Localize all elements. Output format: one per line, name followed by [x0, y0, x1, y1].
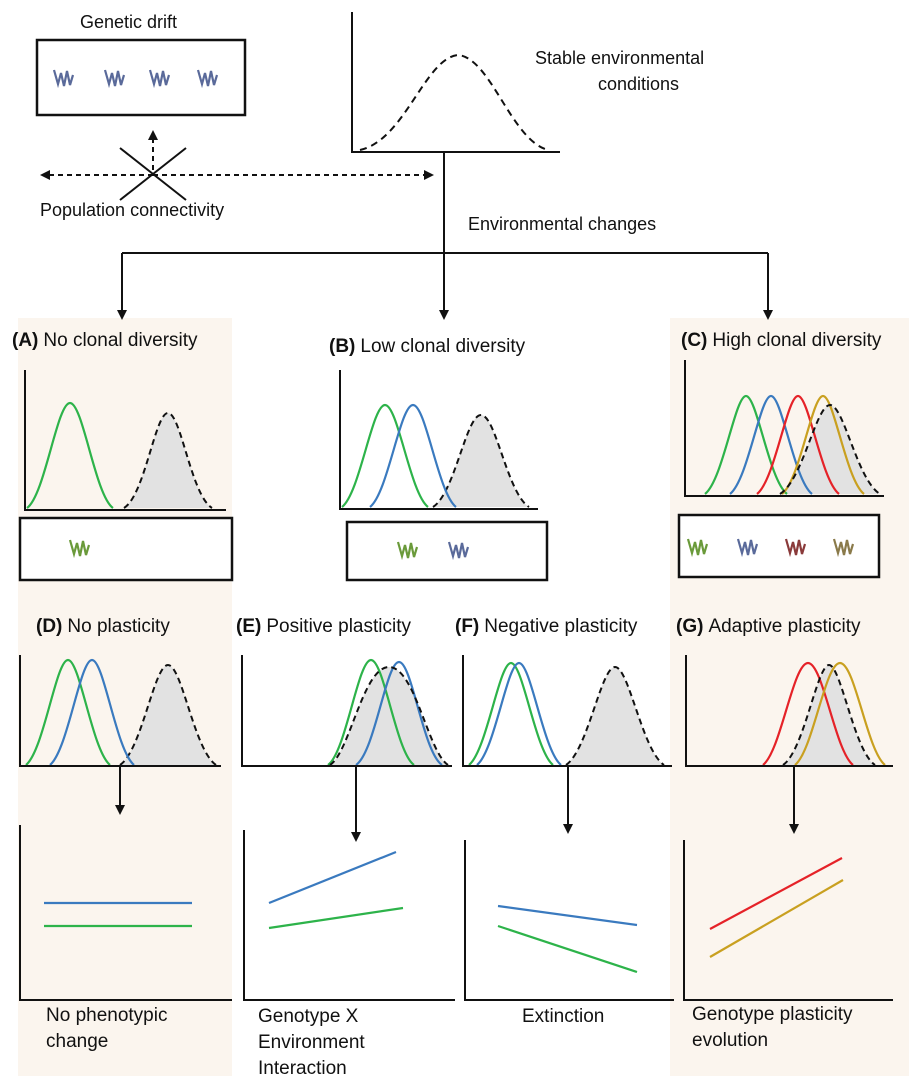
panel-b-clone-box: [345, 520, 549, 582]
seagrass-clone-icon: [196, 68, 219, 88]
panel-g-caption-2: evolution: [692, 1030, 769, 1051]
panel-c-title: (C) High clonal diversity: [681, 330, 882, 351]
population-connectivity-label: Population connectivity: [40, 200, 225, 220]
panel-d-caption-1: No phenotypic: [46, 1005, 168, 1026]
seagrass-clone-icon: [103, 68, 126, 88]
panel-g-plot: [685, 655, 893, 767]
seagrass-clone-icon: [52, 68, 75, 88]
panel-e-caption-3: Interaction: [258, 1058, 347, 1079]
panel-b-title: (B) Low clonal diversity: [329, 336, 526, 357]
panel-g-title: (G) Adaptive plasticity: [676, 616, 861, 637]
panel-f-caption-1: Extinction: [522, 1006, 605, 1027]
panel-e-caption-2: Environment: [258, 1032, 365, 1053]
panel-f-reaction-norm: [464, 840, 674, 1001]
panel-a-plot: [24, 370, 226, 511]
panel-a-clone-box: [18, 516, 234, 582]
stable-conditions-label-1: Stable environmental: [535, 48, 705, 68]
panel-f-plot: [462, 655, 672, 767]
panel-g-reaction-norm: [683, 840, 893, 1001]
block-cross-2: [119, 147, 187, 201]
environmental-changes-label: Environmental changes: [468, 214, 657, 234]
panel-a-title: (A) No clonal diversity: [12, 330, 198, 351]
drift-clones: [52, 68, 219, 88]
panel-f-title: (F) Negative plasticity: [455, 616, 638, 637]
panel-g-caption-1: Genotype plasticity: [692, 1004, 853, 1025]
panel-d-plot: [19, 655, 221, 767]
panel-d-caption-2: change: [46, 1031, 109, 1052]
panel-e-plot: [241, 655, 452, 767]
panel-e-title: (E) Positive plasticity: [236, 616, 411, 637]
panel-e-reaction-norm: [243, 830, 455, 1001]
genetic-drift-box: [35, 38, 247, 117]
panel-d-title: (D) No plasticity: [36, 616, 170, 637]
seagrass-clone-icon: [148, 68, 171, 88]
panel-d-reaction-norm: [19, 825, 232, 1001]
stable-conditions-plot: [351, 12, 560, 153]
panel-c-plot: [684, 360, 884, 497]
panel-a-shade: [18, 318, 232, 1076]
panel-e-caption-1: Genotype X: [258, 1006, 359, 1027]
stable-conditions-label-2: conditions: [598, 74, 680, 94]
panel-b-plot: [339, 370, 538, 510]
genetic-drift-label: Genetic drift: [80, 12, 178, 32]
